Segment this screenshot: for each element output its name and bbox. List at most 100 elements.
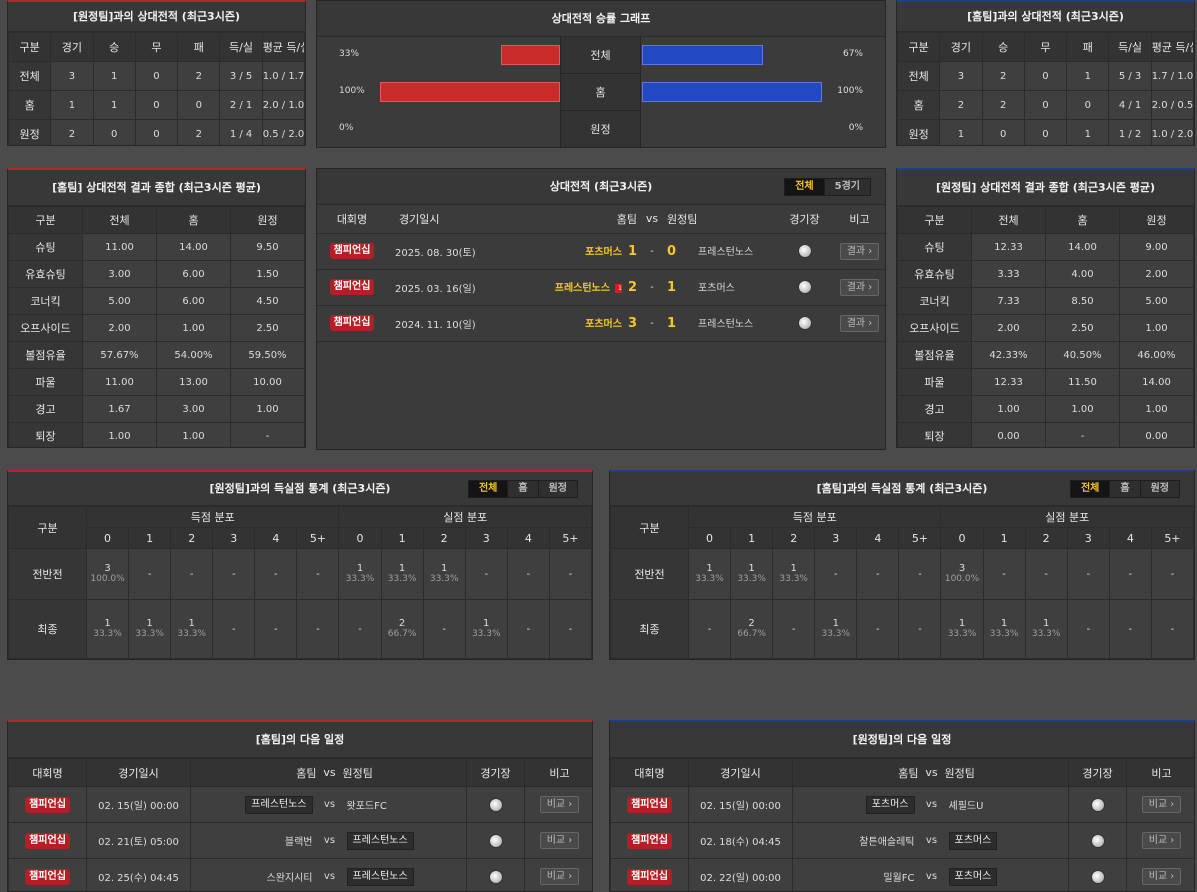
cell-value: 11.00 bbox=[82, 233, 157, 261]
dist-pct: 33.3% bbox=[947, 629, 977, 639]
stadium-icon[interactable] bbox=[1090, 833, 1105, 848]
graph-body: 33% 67% 전체 100% 100% 홈 0% 0% 원정 bbox=[317, 37, 885, 147]
chevron-right-icon: › bbox=[1167, 799, 1175, 810]
stadium-icon[interactable] bbox=[797, 244, 812, 258]
away-next-panel: [원정팀]의 다음 일정 대회명 경기일시 홈팀 vs 원정팀 경기장 비고 챔피언십 02. … bbox=[609, 720, 1195, 892]
schedule-row[interactable]: 챔피언십 02. 22(일) 00:00 밀월FC vs 포츠머스 비교 › bbox=[610, 858, 1194, 891]
dist-cell: - bbox=[1150, 548, 1194, 600]
dist-cell: 1 33.3% bbox=[940, 599, 984, 659]
dist-count: 3 bbox=[104, 563, 111, 574]
row-label: 볼점유율 bbox=[8, 341, 83, 369]
tab-all[interactable]: 전체 bbox=[785, 179, 824, 195]
schedule-row[interactable]: 챔피언십 02. 25(수) 04:45 스완지시티 vs 프레스턴노스 비교 › bbox=[8, 858, 592, 891]
bucket-header: 4 bbox=[856, 527, 900, 549]
venue-cell bbox=[1068, 858, 1127, 891]
result-button[interactable]: 결과 › bbox=[839, 242, 880, 260]
dist-count: 2 bbox=[748, 618, 755, 629]
match-date: 02. 15(일) 00:00 bbox=[86, 786, 191, 823]
schedule-row[interactable]: 챔피언십 02. 21(토) 05:00 블랙번 vs 프레스턴노스 비교 › bbox=[8, 822, 592, 859]
vs-label: vs bbox=[316, 822, 343, 859]
cell-value: 2 / 1 bbox=[219, 90, 263, 120]
schedule-row[interactable]: 챔피언십 02. 18(수) 04:45 찰튼애슬레틱 vs 포츠머스 비교 › bbox=[610, 822, 1194, 859]
dist-cell: - bbox=[170, 548, 214, 600]
stadium-icon[interactable] bbox=[488, 869, 503, 884]
cell-value: 3.00 bbox=[156, 395, 231, 423]
venue-cell bbox=[777, 232, 832, 270]
row-label: 원정 bbox=[8, 119, 52, 145]
graph-title: 상대전적 승률 그래프 bbox=[317, 1, 885, 37]
dist-pct: 33.3% bbox=[471, 629, 501, 639]
cell-value: 2.50 bbox=[1045, 314, 1120, 342]
tab-all[interactable]: 전체 bbox=[468, 481, 508, 497]
cell-value: 0 bbox=[177, 90, 221, 120]
cell-value: 0 bbox=[1066, 90, 1110, 120]
league-cell: 챔피언십 bbox=[610, 786, 689, 823]
match-row[interactable]: 챔피언십 2025. 08. 30(토) 포츠머스 1-0 프레스턴노스 결과 › bbox=[317, 232, 885, 270]
col-league: 대회명 bbox=[610, 758, 689, 787]
cell-value: 54.00% bbox=[156, 341, 231, 369]
cell-value: 2.00 bbox=[971, 314, 1046, 342]
col-header: 전체 bbox=[82, 206, 157, 234]
dist-cell: - bbox=[814, 548, 858, 600]
compare-button[interactable]: 비교 › bbox=[539, 796, 580, 813]
cell-value: 0.5 / 2.0 bbox=[261, 119, 305, 145]
result-button[interactable]: 결과 › bbox=[839, 278, 880, 296]
league-badge: 챔피언십 bbox=[627, 868, 672, 885]
schedule-row[interactable]: 챔피언십 02. 15(일) 00:00 포츠머스 vs 셰필드U 비교 › bbox=[610, 786, 1194, 823]
col-home: 홈팀 bbox=[517, 205, 637, 233]
stadium-icon[interactable] bbox=[797, 316, 812, 330]
col-note: 비고 bbox=[524, 758, 592, 787]
compare-button[interactable]: 비교 › bbox=[539, 832, 580, 849]
compare-button[interactable]: 비교 › bbox=[1141, 868, 1182, 885]
tab-all[interactable]: 전체 bbox=[1070, 481, 1110, 497]
bucket-header: 5+ bbox=[1150, 527, 1194, 549]
dist-pct: 33.3% bbox=[737, 574, 766, 584]
tab-away[interactable]: 원정 bbox=[1139, 481, 1179, 497]
stadium-icon[interactable] bbox=[1090, 869, 1105, 884]
dist-count: 1 bbox=[1042, 618, 1050, 629]
stadium-icon[interactable] bbox=[488, 833, 503, 848]
stadium-icon[interactable] bbox=[488, 797, 503, 812]
note-cell: 비교 › bbox=[1126, 786, 1194, 823]
tab-away[interactable]: 원정 bbox=[537, 481, 577, 497]
tab-5games[interactable]: 5경기 bbox=[823, 179, 870, 195]
schedule-row[interactable]: 챔피언십 02. 15(일) 00:00 프레스턴노스 vs 왓포드FC 비교 › bbox=[8, 786, 592, 823]
compare-button[interactable]: 비교 › bbox=[539, 868, 580, 885]
match-row[interactable]: 챔피언십 2024. 11. 10(일) 포츠머스 3-1 프레스턴노스 결과 › bbox=[317, 304, 885, 342]
tab-home[interactable]: 홈 bbox=[507, 481, 538, 497]
dist-cell: - bbox=[338, 599, 382, 659]
dist-count: 1 bbox=[356, 563, 364, 574]
matches-header: 상대전적 (최근3시즌) 전체 5경기 bbox=[317, 169, 885, 205]
dist-count: - bbox=[1002, 568, 1006, 580]
away-cell: 왓포드FC bbox=[342, 786, 467, 823]
stadium-icon[interactable] bbox=[797, 280, 812, 294]
col-header: 무 bbox=[134, 32, 179, 62]
match-row[interactable]: 챔피언십 2025. 03. 16(일) 프레스턴노스 1 2-1 포츠머스 결과 › bbox=[317, 268, 885, 306]
dist-pct: 33.3% bbox=[135, 629, 164, 639]
league-badge: 챔피언십 bbox=[329, 315, 375, 331]
matches-table: 대회명 경기일시 홈팀 vs 원정팀 경기장 비고 챔피언십 2025. 08. … bbox=[317, 205, 885, 342]
bucket-header: 0 bbox=[687, 527, 732, 549]
away-team: 셰필드U bbox=[948, 801, 984, 812]
cell-value: 2.00 bbox=[82, 314, 157, 342]
dist-pct: 33.3% bbox=[93, 629, 122, 639]
home-summary-title: [홈팀] 상대전적 결과 종합 (최근3시즌 평균) bbox=[8, 170, 305, 206]
cell-value: 1.00 bbox=[156, 314, 231, 342]
cell-value: 2 bbox=[177, 119, 221, 145]
dist-pct: 33.3% bbox=[429, 574, 459, 584]
league-badge: 챔피언십 bbox=[627, 832, 672, 849]
row-label: 홈 bbox=[8, 90, 52, 120]
compare-button[interactable]: 비교 › bbox=[1141, 832, 1182, 849]
tab-home[interactable]: 홈 bbox=[1109, 481, 1140, 497]
league-cell: 챔피언십 bbox=[610, 858, 689, 891]
home-goals-header: [홈팀]과의 득실점 통계 (최근3시즌) 전체 홈 원정 bbox=[610, 472, 1194, 506]
col-venue: 경기장 bbox=[1068, 758, 1127, 787]
cell-value: 9.00 bbox=[1119, 233, 1194, 261]
result-button[interactable]: 결과 › bbox=[839, 314, 880, 332]
stadium-icon[interactable] bbox=[1090, 797, 1105, 812]
away-h2h-title: [원정팀]과의 상대전적 (최근3시즌) bbox=[8, 2, 305, 32]
home-cell: 포츠머스 3 bbox=[517, 304, 637, 342]
dist-count: 1 bbox=[748, 563, 755, 574]
cell-value: 2.50 bbox=[230, 314, 305, 342]
compare-button[interactable]: 비교 › bbox=[1141, 796, 1182, 813]
